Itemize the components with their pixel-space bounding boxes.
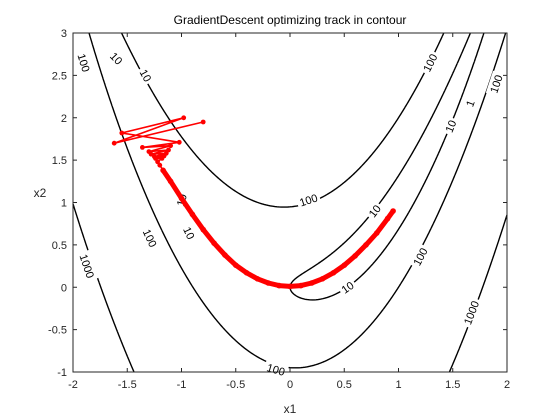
contour-label-text: 10 [367,203,384,220]
contour-label-background [295,189,322,211]
chart-title: GradientDescent optimizing track in cont… [174,13,407,27]
y-tick-label: 0.5 [52,240,67,252]
x-tick-label: 0.5 [337,379,352,391]
contour-label-text: 10 [137,68,153,85]
contour-label-text: 100 [74,52,91,73]
contour-label: 10 [135,64,156,87]
track-point [390,208,396,214]
track-point [168,143,174,149]
contour-label: 100 [73,49,95,76]
contour-label-background [262,359,289,380]
contour-label-text: 1 [464,99,477,109]
contour-label: 10 [440,115,461,137]
contour-label-text: 10 [444,119,460,135]
contour-label-background [179,222,200,244]
contour-label: 10 [336,276,359,298]
track-point [298,282,304,289]
optimization-track [111,115,396,290]
x-axis: -2 -1.5 -1 -0.5 0 0.5 1 1.5 2 [68,33,510,391]
track-point [254,276,261,282]
x-tick-label: -1 [177,379,187,391]
track-point [308,280,315,286]
track-point [181,115,187,121]
contour-label: 1 [461,95,479,111]
contour-label-background [73,49,95,76]
contour-label-background [336,276,359,298]
y-tick-label: 1 [61,198,67,210]
track-point [119,130,125,136]
x-tick-label: -0.5 [226,379,245,391]
x-axis-label: x1 [284,402,297,416]
contour-label-background [485,70,507,98]
contour-label-background [418,49,442,77]
track-point [352,253,358,259]
track-point [330,270,337,276]
contour-label-background [459,296,483,330]
track-point [276,282,282,289]
y-axis-label: x2 [34,186,47,200]
track-point [222,252,228,258]
track-point [211,240,217,246]
x-tick-label: 2 [504,379,510,391]
contour-label: 100 [485,70,507,98]
x-tick-label: -2 [68,379,78,391]
contour-label: 10 [363,200,386,222]
contour-label-background [408,243,432,271]
contour-label-text: 100 [298,192,319,209]
contour-label-text: 10 [340,280,357,297]
track-point [178,195,185,202]
contour-label-text: 10 [180,225,196,241]
track-point [243,270,250,276]
contour-label-background [105,47,128,70]
y-tick-label: -0.5 [48,325,67,337]
track-point [287,283,293,290]
y-axis: -1 -0.5 0 0.5 1 1.5 2 2.5 3 [48,28,507,379]
x-tick-label: -1.5 [118,379,137,391]
contour-label-background [363,200,386,222]
contour-labels: 1001010100110100100101010010100101000100… [73,47,507,380]
track-point [374,230,380,236]
track-point [363,242,369,248]
contour-label-background [75,249,99,283]
y-tick-label: -1 [57,367,67,379]
contour-label-background [135,64,156,87]
track-point [157,162,163,168]
contour-label-text: 100 [265,362,286,379]
contour-label-text: 100 [488,74,505,95]
x-tick-label: 1.5 [445,379,460,391]
track-point [189,211,196,218]
x-tick-label: 1 [395,379,401,391]
track-point [140,145,145,150]
y-tick-label: 2.5 [52,70,67,82]
track-point [176,139,182,145]
track-point [200,226,206,233]
track-point [384,215,391,222]
track-point [160,167,166,174]
contour-label-background [461,95,479,111]
y-tick-label: 3 [61,28,67,40]
contour-line-level-1 [289,32,485,301]
plot-area-background [73,33,507,372]
contour-label-background [138,224,162,252]
y-tick-label: 2 [61,113,67,125]
contour-label: 100 [262,359,289,380]
y-tick-label: 0 [61,282,67,294]
contour-label: 100 [295,189,322,211]
x-tick-label: 0 [287,379,293,391]
track-point [148,151,154,157]
track-point [341,262,348,269]
track-point [155,159,161,165]
track-point [265,280,272,286]
track-point [167,178,174,185]
track-point [319,276,326,282]
track-point [200,119,206,125]
y-tick-label: 1.5 [52,155,67,167]
contour-label: 10 [179,222,200,244]
track-point [111,140,117,146]
track-point [233,262,239,269]
contour-label-background [440,115,461,137]
track-point [159,156,165,161]
